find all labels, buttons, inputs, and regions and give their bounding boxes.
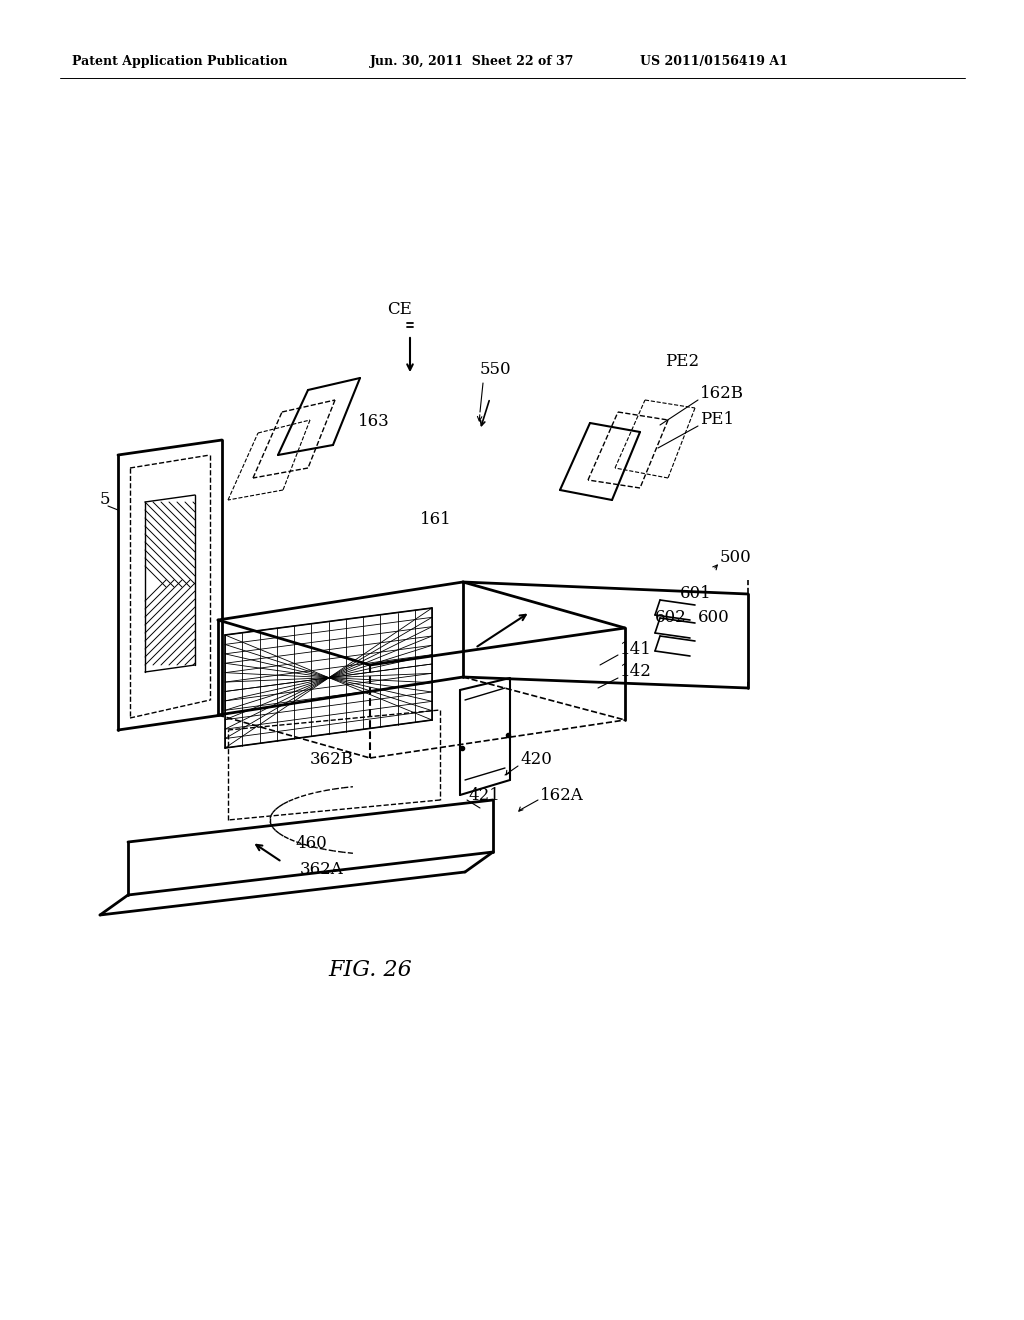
- Text: 362A: 362A: [300, 862, 344, 879]
- Text: 421: 421: [468, 787, 500, 804]
- Text: 602: 602: [655, 610, 687, 627]
- Text: 420: 420: [520, 751, 552, 768]
- Text: 142: 142: [620, 664, 652, 681]
- Text: 162B: 162B: [700, 385, 744, 403]
- Text: 500: 500: [720, 549, 752, 566]
- Text: Jun. 30, 2011  Sheet 22 of 37: Jun. 30, 2011 Sheet 22 of 37: [370, 55, 574, 69]
- Text: FIG. 26: FIG. 26: [328, 960, 412, 981]
- Text: 163: 163: [358, 413, 390, 430]
- Text: 161: 161: [420, 511, 452, 528]
- Text: 460: 460: [295, 834, 327, 851]
- Text: CE: CE: [387, 301, 413, 318]
- Text: 141: 141: [620, 642, 652, 659]
- Text: 162A: 162A: [540, 787, 584, 804]
- Text: 5: 5: [100, 491, 111, 508]
- Text: 600: 600: [698, 610, 730, 627]
- Text: 550: 550: [480, 362, 512, 379]
- Text: Patent Application Publication: Patent Application Publication: [72, 55, 288, 69]
- Text: US 2011/0156419 A1: US 2011/0156419 A1: [640, 55, 787, 69]
- Text: PE2: PE2: [665, 354, 699, 371]
- Text: PE1: PE1: [700, 412, 734, 429]
- Text: 362B: 362B: [310, 751, 354, 768]
- Text: 601: 601: [680, 586, 712, 602]
